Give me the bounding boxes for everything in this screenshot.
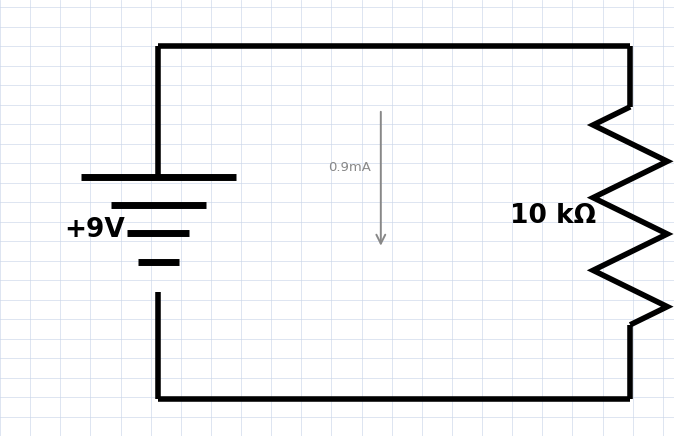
Text: 0.9mA: 0.9mA [328, 161, 371, 174]
Text: +9V: +9V [64, 217, 125, 243]
Text: 10 kΩ: 10 kΩ [510, 203, 596, 229]
